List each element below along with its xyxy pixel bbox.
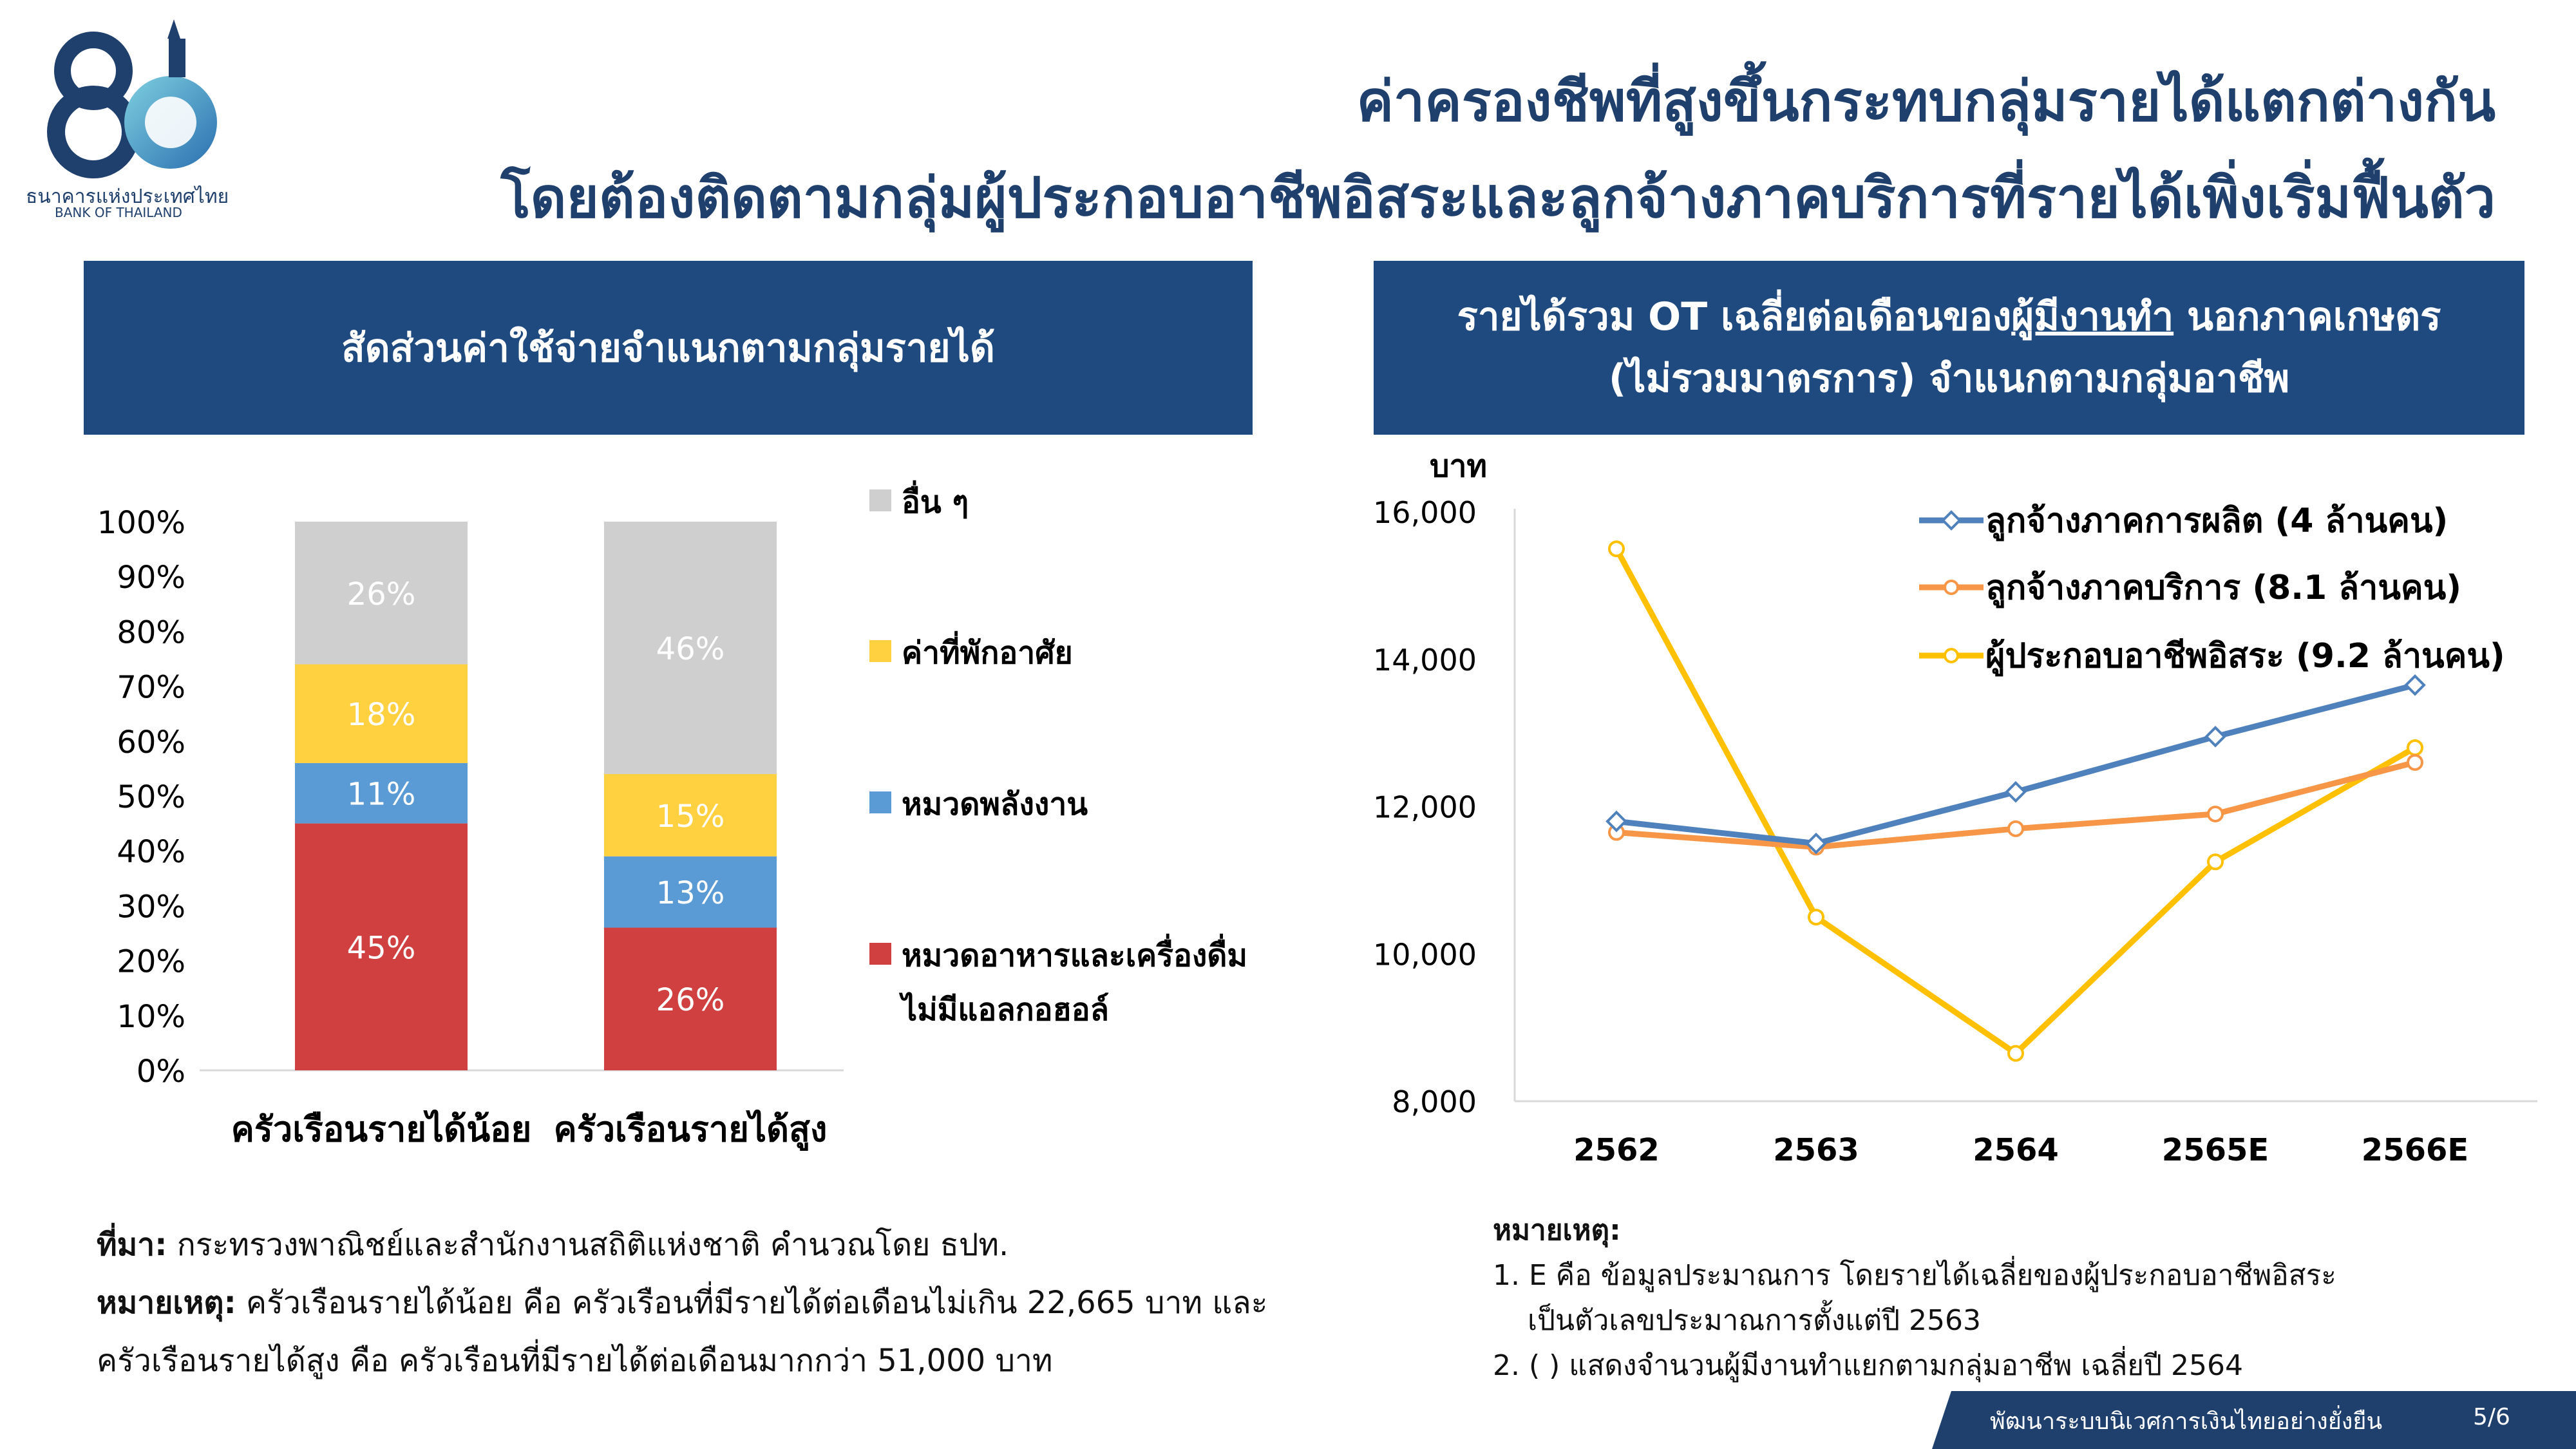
bar-value-label: 26% (656, 982, 725, 1018)
legend-marker (1941, 510, 1962, 531)
bar-segment (604, 522, 777, 774)
x-category-label: ครัวเรือนรายได้น้อย (231, 1109, 531, 1150)
legend-marker (1944, 648, 1959, 663)
y-tick-label: 60% (117, 724, 185, 761)
right-panel-header: รายได้รวม OT เฉลี่ยต่อเดือนของผู้มีงานทำ… (1374, 261, 2524, 435)
y-tick-label: 80% (117, 614, 185, 650)
source-note: ที่มา: กระทรวงพาณิชย์และสำนักงานสถิติแห่… (97, 1227, 1009, 1263)
right-panel-header-line2: (ไม่รวมมาตรการ) จำแนกตามกลุ่มอาชีพ (1608, 356, 2290, 401)
ot-income-line-chart: บาท 8,000 10,000 12,000 14,000 16,000 2562 2563… (1373, 448, 2537, 1168)
page-number: 5/6 (2473, 1404, 2510, 1430)
bot-name-english: BANK OF THAILAND (55, 205, 182, 220)
x-tick-label: 2562 (1573, 1132, 1660, 1168)
x-category-label: ครัวเรือนรายได้สูง (554, 1109, 828, 1151)
data-point-marker (2207, 805, 2224, 822)
legend-label: หมวดพลังงาน (902, 786, 1088, 822)
x-tick-label: 2565E (2162, 1132, 2269, 1168)
y-tick-label: 10% (117, 999, 185, 1035)
legend-label: ค่าที่พักอาศัย (902, 630, 1073, 671)
data-point-marker (1805, 832, 1827, 855)
legend-label: หมวดอาหารและเครื่องดื่ม (902, 933, 1247, 974)
y-tick-label: 50% (117, 779, 185, 815)
data-point-marker (2207, 853, 2224, 871)
x-tick-label: 2564 (1973, 1132, 2059, 1168)
legend-swatch (869, 489, 891, 511)
y-tick-label: 30% (117, 889, 185, 925)
y-tick-label: 10,000 (1373, 937, 1477, 972)
legend-label: ผู้ประกอบอาชีพอิสระ (9.2 ล้านคน) (1985, 637, 2505, 677)
legend-marker (1944, 580, 1959, 595)
y-tick-label: 100% (97, 505, 185, 541)
remark-note-line2: ครัวเรือนรายได้สูง คือ ครัวเรือนที่มีราย… (97, 1343, 1053, 1379)
bar-value-label: 11% (347, 777, 416, 813)
left-panel-header-text: สัดส่วนค่าใช้จ่ายจำแนกตามกลุ่มรายได้ (341, 325, 995, 371)
bar-value-label: 46% (656, 631, 725, 667)
x-tick-label: 2566E (2362, 1132, 2468, 1168)
bar-segment (604, 927, 777, 1070)
right-panel-header-line1: รายได้รวม OT เฉลี่ยต่อเดือนของผู้มีงานทำ… (1457, 294, 2441, 339)
remark-note-line1: หมายเหตุ: ครัวเรือนรายได้น้อย คือ ครัวเร… (97, 1285, 1268, 1321)
bar-segment (604, 856, 777, 928)
legend-label: อื่น ๆ (902, 480, 969, 520)
y-axis-unit-label: บาท (1430, 448, 1487, 484)
data-point-marker (2007, 820, 2024, 837)
page-title-line1: ค่าครองชีพที่สูงขึ้นกระทบกลุ่มรายได้แตกต… (1356, 70, 2496, 134)
bar-segment (295, 522, 468, 665)
legend-label: ลูกจ้างภาคบริการ (8.1 ล้านคน) (1985, 569, 2461, 609)
legend-label: ลูกจ้างภาคการผลิต (4 ล้านคน) (1985, 502, 2448, 542)
bot-name-thai: ธนาคารแห่งประเทศไทย (26, 185, 229, 208)
y-tick-label: 8,000 (1392, 1084, 1477, 1119)
bot-logo: ธนาคารแห่งประเทศไทย BANK OF THAILAND (26, 13, 238, 220)
footer-slogan: พัฒนาระบบนิเวศการเงินไทยอย่างยั่งยืน (1990, 1408, 2383, 1435)
data-point-marker (2007, 1045, 2024, 1062)
bar-value-label: 45% (347, 930, 416, 966)
data-point-marker (1808, 909, 1824, 926)
bot-80-emblem (47, 19, 217, 178)
bar-value-label: 18% (347, 697, 416, 733)
y-tick-label: 20% (117, 944, 185, 980)
bar-segment (295, 823, 468, 1070)
y-tick-label: 12,000 (1373, 790, 1477, 825)
x-tick-label: 2563 (1773, 1132, 1859, 1168)
data-point-marker (2204, 726, 2226, 748)
bar-value-label: 15% (656, 799, 725, 835)
y-tick-label: 16,000 (1373, 495, 1477, 530)
right-note-item1-line2: เป็นตัวเลขประมาณการตั้งแต่ปี 2563 (1528, 1304, 1981, 1337)
right-note-item2: 2. ( ) แสดงจำนวนผู้มีงานทำแยกตามกลุ่มอาช… (1493, 1349, 2243, 1382)
bar-segment (295, 762, 468, 824)
bar-value-label: 26% (347, 576, 416, 612)
page-title-line2: โดยต้องติดตามกลุ่มผู้ประกอบอาชีพอิสระและ… (500, 166, 2496, 231)
legend-swatch (869, 640, 891, 662)
data-point-marker (2404, 674, 2426, 696)
legend-swatch (869, 943, 891, 965)
right-note-label: หมายเหตุ: (1493, 1214, 1621, 1247)
data-point-marker (2407, 739, 2423, 756)
left-panel-header: สัดส่วนค่าใช้จ่ายจำแนกตามกลุ่มรายได้ (84, 261, 1253, 435)
footer-bar (1932, 1391, 2576, 1449)
bar-segment (295, 664, 468, 763)
bar-segment (604, 773, 777, 857)
y-tick-label: 40% (117, 834, 185, 870)
y-tick-label: 14,000 (1373, 643, 1477, 677)
legend-swatch (869, 791, 891, 813)
bar-value-label: 13% (656, 875, 725, 911)
right-note-item1-line1: 1. E คือ ข้อมูลประมาณการ โดยรายได้เฉลี่ย… (1493, 1259, 2336, 1292)
data-point-marker (2407, 753, 2423, 771)
y-tick-label: 90% (117, 560, 185, 596)
y-tick-label: 0% (137, 1054, 185, 1090)
data-point-marker (1605, 810, 1627, 833)
footer-bar-shape (1932, 1391, 2576, 1449)
expense-share-bar-chart: 0% 10% 20% 30% 40% 50% 60% 70% 80% 90% 100% 45% 11% 1… (97, 480, 1247, 1151)
data-point-marker (1608, 540, 1625, 558)
data-point-marker (2005, 781, 2027, 803)
y-tick-label: 70% (117, 670, 185, 706)
legend-label: ไม่มีแอลกอฮอล์ (898, 991, 1109, 1028)
right-panel-header-underlined: ผู้มีงานทำ (2011, 294, 2174, 339)
